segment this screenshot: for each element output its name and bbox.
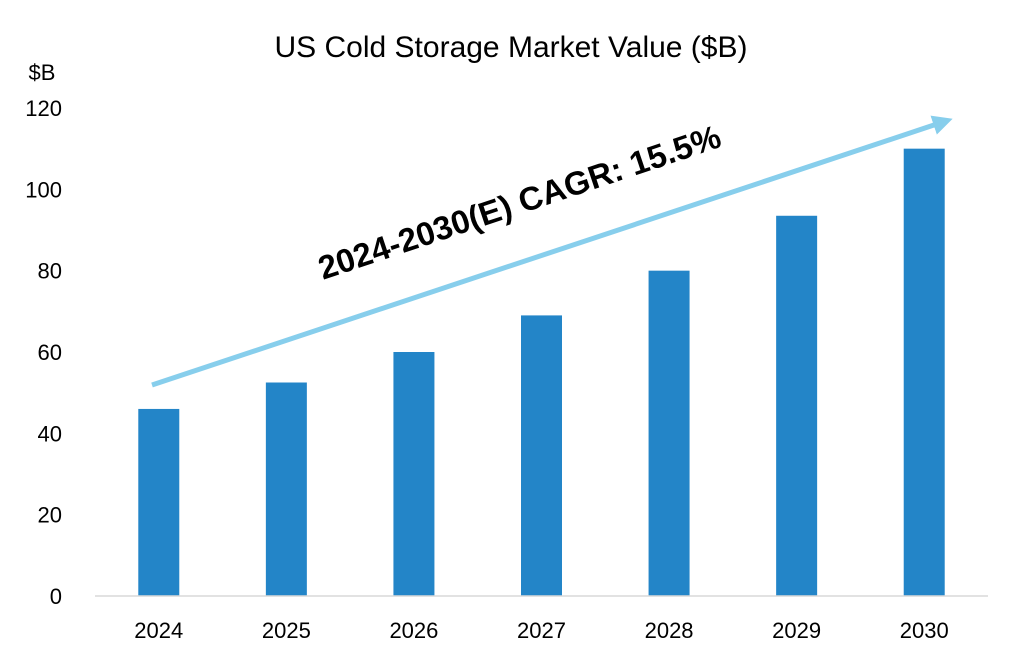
y-axis-unit-label: $B bbox=[29, 60, 56, 85]
x-tick-label: 2030 bbox=[900, 618, 949, 643]
bar-2030 bbox=[903, 148, 945, 596]
chart-title: US Cold Storage Market Value ($B) bbox=[275, 31, 748, 64]
x-tick-label: 2029 bbox=[772, 618, 821, 643]
bars-group bbox=[138, 148, 945, 596]
y-axis-ticks: 0 20 40 60 80 100 120 bbox=[25, 96, 62, 609]
y-tick-label: 40 bbox=[38, 421, 62, 446]
x-tick-label: 2025 bbox=[262, 618, 311, 643]
y-tick-label: 0 bbox=[50, 584, 62, 609]
y-tick-label: 100 bbox=[25, 177, 62, 202]
x-axis-ticks: 2024 2025 2026 2027 2028 2029 2030 bbox=[134, 618, 948, 643]
bar-2027 bbox=[521, 315, 562, 596]
x-tick-label: 2027 bbox=[517, 618, 566, 643]
bar-2026 bbox=[393, 352, 435, 596]
bar-2024 bbox=[138, 408, 180, 596]
x-tick-label: 2028 bbox=[645, 618, 694, 643]
x-tick-label: 2024 bbox=[134, 618, 183, 643]
y-tick-label: 60 bbox=[38, 340, 62, 365]
cagr-trend-arrow bbox=[151, 115, 953, 388]
bar-2029 bbox=[776, 215, 818, 596]
y-tick-label: 20 bbox=[38, 503, 62, 528]
y-tick-label: 120 bbox=[25, 96, 62, 121]
bar-2025 bbox=[265, 382, 307, 596]
y-tick-label: 80 bbox=[38, 259, 62, 284]
x-tick-label: 2026 bbox=[389, 618, 438, 643]
bar-2028 bbox=[648, 270, 690, 596]
